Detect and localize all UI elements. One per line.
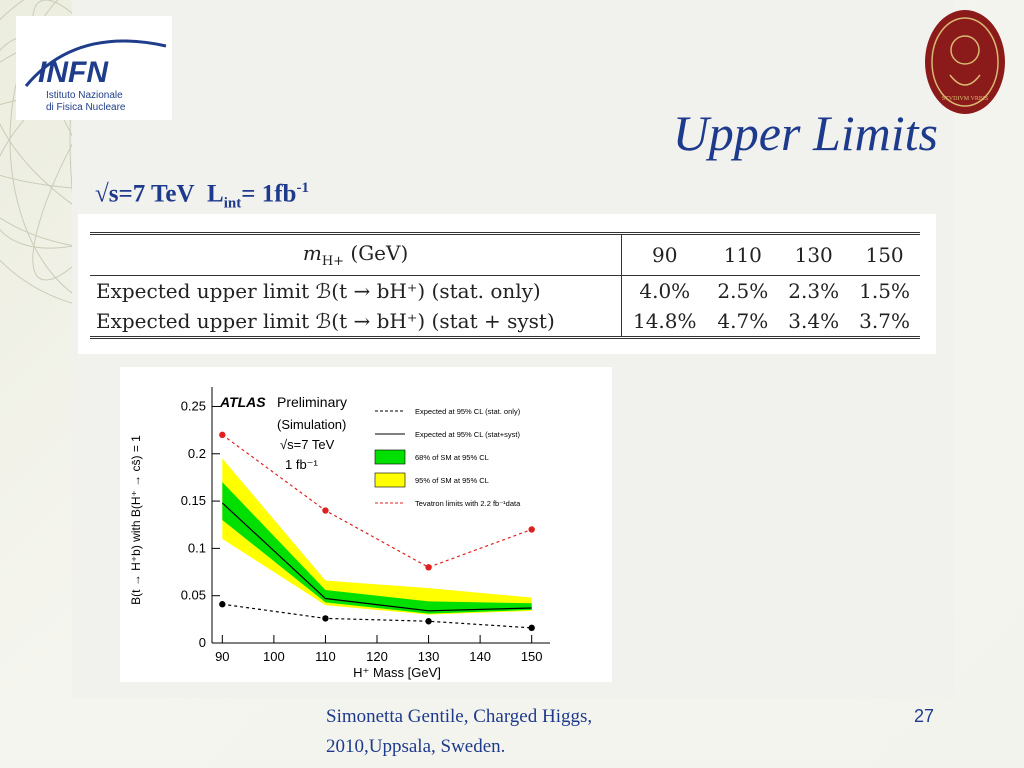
limits-table-box: mH+ (GeV) 90 110 130 150 Expected upper … bbox=[78, 214, 936, 354]
legend-label: Expected at 95% CL (stat+syst) bbox=[415, 430, 520, 439]
seal-text: STVDIVM VRBIS bbox=[942, 96, 988, 102]
stat-syst-series-line bbox=[221, 502, 532, 612]
x-tick-label: 150 bbox=[521, 649, 543, 664]
table-cell: 3.7% bbox=[849, 306, 920, 339]
legend-swatch bbox=[374, 449, 406, 465]
limits-table: mH+ (GeV) 90 110 130 150 Expected upper … bbox=[90, 232, 920, 339]
lumi-symbol: L bbox=[207, 180, 224, 208]
table-header-mass: 110 bbox=[707, 232, 779, 276]
tevatron-series-point bbox=[322, 507, 329, 514]
stat-only-series-point bbox=[528, 624, 535, 632]
uncertainty-band bbox=[222, 482, 532, 614]
preliminary-label: Preliminary bbox=[277, 394, 347, 410]
legend-label: 95% of SM at 95% CL bbox=[415, 476, 489, 485]
lumi-superscript: -1 bbox=[296, 180, 309, 196]
page-number: 27 bbox=[914, 706, 935, 726]
table-row: Expected upper limit ℬ(t → bH⁺) (stat + … bbox=[90, 306, 920, 339]
table-header-label: mH+ (GeV) bbox=[90, 232, 623, 276]
table-header-mass: 150 bbox=[849, 232, 920, 276]
table-row: Expected upper limit ℬ(t → bH⁺) (stat. o… bbox=[90, 275, 920, 306]
plot-annotation: √s=7 TeV bbox=[280, 437, 335, 452]
infn-logo-text1: Istituto Nazionale bbox=[46, 90, 123, 101]
limit-plot: 90 100 110 120 130 140 150 0 0.05 0.1 0.15 0.2 0.25 H… bbox=[120, 367, 612, 682]
plot-annotation: (Simulation) bbox=[277, 417, 346, 432]
x-tick-label: 110 bbox=[315, 649, 336, 664]
stat-only-series-point bbox=[322, 615, 329, 622]
footer-line1: Simonetta Gentile, Charged Higgs, bbox=[326, 706, 593, 727]
table-row-label: Expected upper limit ℬ(t → bH⁺) (stat. o… bbox=[90, 275, 623, 306]
lumi-subscript: int bbox=[223, 195, 242, 212]
stat-only-series-point bbox=[219, 601, 226, 608]
legend-label: Expected at 95% CL (stat. only) bbox=[415, 407, 521, 416]
table-cell: 14.8% bbox=[621, 306, 708, 339]
x-tick-label: 140 bbox=[469, 649, 491, 664]
table-cell: 2.3% bbox=[788, 279, 840, 303]
y-tick-label: 0 bbox=[199, 635, 206, 650]
footer-line2: 2010,Uppsala, Sweden. bbox=[326, 736, 506, 757]
infn-logo-text2: di Fisica Nucleare bbox=[46, 102, 126, 113]
tevatron-series-line bbox=[221, 434, 532, 568]
stat-only-series-line bbox=[222, 603, 532, 629]
y-tick-label: 0.15 bbox=[181, 493, 206, 508]
table-header-row: mH+ (GeV) 90 110 130 150 bbox=[90, 232, 920, 276]
y-tick-label: 0.2 bbox=[188, 446, 206, 461]
tevatron-series-point bbox=[219, 431, 226, 439]
sqrt-s: √s=7 TeV bbox=[95, 180, 195, 208]
y-tick-label: 0.1 bbox=[188, 540, 206, 555]
stat-only-series-point bbox=[425, 618, 432, 625]
table-cell: 3.4% bbox=[778, 306, 850, 339]
table-cell: 4.7% bbox=[707, 306, 779, 339]
infn-logo: INFN Istituto Nazionale di Fisica Nuclea… bbox=[16, 16, 172, 120]
legend-swatch bbox=[374, 472, 406, 488]
mass-symbol: m bbox=[302, 241, 322, 265]
atlas-label: ATLAS bbox=[219, 394, 266, 410]
infn-logo-name: INFN bbox=[38, 56, 109, 89]
table-header-mass: 130 bbox=[778, 232, 850, 276]
table-header-mass: 90 bbox=[621, 232, 708, 276]
slide-title: Upper Limits bbox=[672, 105, 938, 161]
tevatron-series-point bbox=[528, 526, 535, 533]
x-tick-label: 90 bbox=[215, 649, 229, 664]
y-tick-label: 0.25 bbox=[181, 398, 206, 413]
tevatron-series-point bbox=[425, 564, 432, 571]
lumi-value: = 1fb bbox=[241, 180, 297, 208]
table-cell: 1.5% bbox=[859, 279, 910, 303]
y-axis-label: B(t → H⁺b) with B(H⁺ → cs̄) = 1 bbox=[129, 435, 143, 605]
table-cell: 4.0% bbox=[639, 279, 691, 303]
slide-subtitle: √s=7 TeV Lint= 1fb-1 bbox=[95, 180, 309, 212]
y-tick-label: 0.05 bbox=[181, 588, 206, 603]
table-cell: 2.5% bbox=[717, 279, 769, 303]
footer: Simonetta Gentile, Charged Higgs, 2010,U… bbox=[326, 702, 592, 762]
mass-unit: (GeV) bbox=[344, 241, 409, 265]
sapienza-seal-logo: STVDIVM VRBIS bbox=[920, 0, 1010, 120]
legend-label: 68% of SM at 95% CL bbox=[415, 453, 489, 462]
plot-annotation: 1 fb⁻¹ bbox=[285, 457, 319, 472]
limit-plot-svg: 90 100 110 120 130 140 150 0 0.05 0.1 0.15 0.2 0.25 H… bbox=[129, 387, 550, 680]
table-row-label: Expected upper limit ℬ(t → bH⁺) (stat + … bbox=[90, 306, 623, 339]
x-axis-label: H⁺ Mass [GeV] bbox=[353, 665, 441, 680]
x-tick-label: 130 bbox=[418, 649, 440, 664]
x-tick-label: 100 bbox=[263, 649, 285, 664]
x-tick-label: 120 bbox=[366, 649, 388, 664]
legend-label: Tevatron limits with 2.2 fb⁻¹data bbox=[415, 499, 521, 508]
mass-subscript: H+ bbox=[321, 254, 345, 269]
